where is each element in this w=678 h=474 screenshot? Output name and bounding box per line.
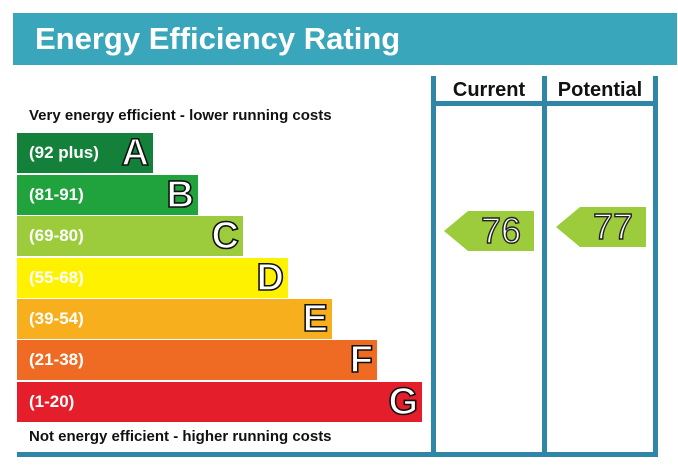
band-range-label: (92 plus) (29, 143, 99, 162)
band-letter: A (121, 131, 150, 175)
potential-rating-indicator: 77 (556, 206, 646, 247)
band-range-label: (55-68) (29, 268, 84, 287)
band-letter: D (256, 256, 285, 300)
rating-band-e: (39-54) E (17, 297, 332, 341)
band-range-label: (1-20) (29, 392, 75, 411)
band-range-label: (21-38) (29, 350, 84, 369)
band-letter: C (211, 214, 240, 258)
header-divider (431, 101, 658, 106)
current-column-header: Current (452, 79, 526, 101)
rating-band-g: (1-20) G (17, 380, 422, 424)
current-rating-indicator: 76 (444, 210, 534, 251)
band-letter: B (166, 173, 195, 217)
current-rating-value: 76 (480, 210, 522, 251)
potential-arrow-shape (556, 207, 646, 247)
potential-column-header: Potential (557, 79, 643, 101)
rating-band-c: (69-80) C (17, 214, 243, 258)
current-arrow-shape (444, 211, 534, 251)
band-letter: E (302, 297, 329, 341)
rating-band-f: (21-38) F (17, 338, 377, 382)
bottom-border (17, 452, 658, 457)
column-divider-left (431, 76, 436, 454)
page-title: Energy Efficiency Rating (35, 21, 401, 56)
column-divider-right (653, 76, 658, 454)
title-bar: Energy Efficiency Rating (13, 13, 677, 65)
band-range-label: (81-91) (29, 185, 84, 204)
rating-band-a: (92 plus) A (17, 131, 153, 175)
band-range-label: (69-80) (29, 226, 84, 245)
rating-band-d: (55-68) D (17, 256, 288, 300)
band-letter: G (388, 380, 419, 424)
bottom-caption: Not energy efficient - higher running co… (29, 428, 332, 445)
column-divider-middle (542, 76, 547, 454)
potential-rating-value: 77 (592, 206, 634, 247)
top-caption: Very energy efficient - lower running co… (29, 107, 332, 124)
band-letter: F (349, 338, 374, 382)
band-range-label: (39-54) (29, 309, 84, 328)
rating-band-b: (81-91) B (17, 173, 198, 217)
